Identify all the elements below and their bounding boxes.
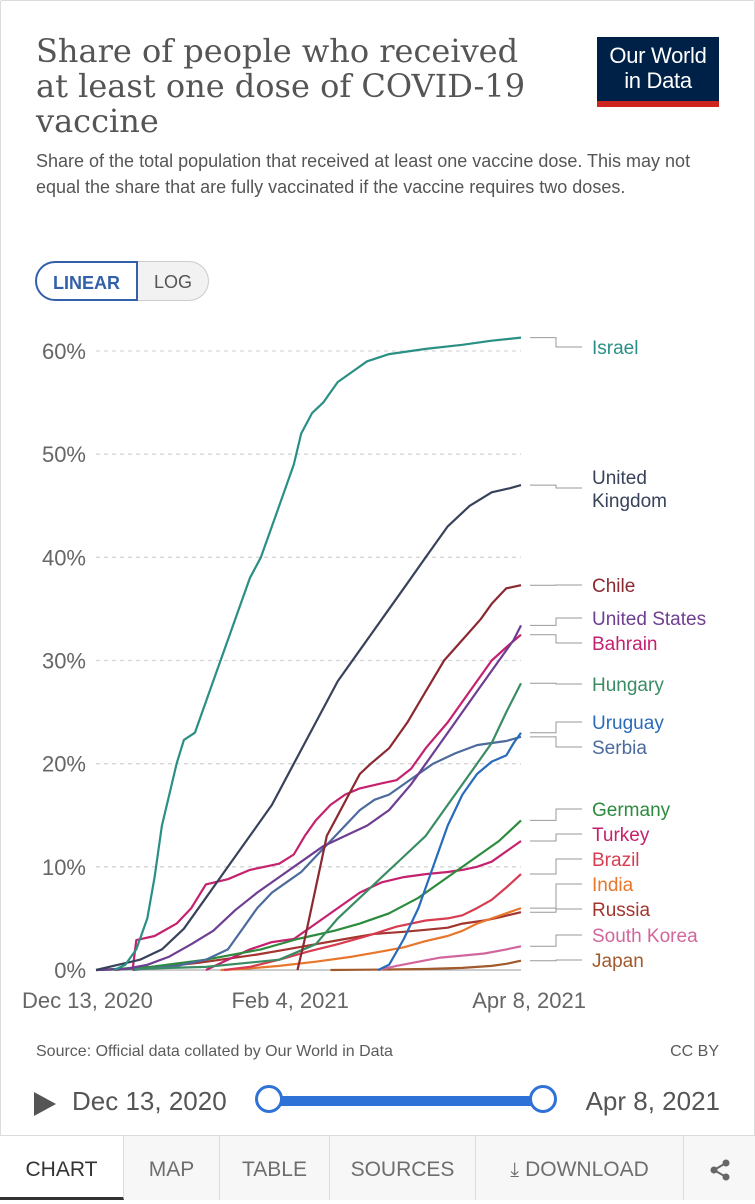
y-tick-label: 60% bbox=[42, 339, 86, 364]
label-leader bbox=[530, 683, 582, 684]
label-leader bbox=[530, 635, 582, 643]
label-leader bbox=[530, 809, 582, 820]
gridlines bbox=[96, 351, 521, 970]
y-tick-label: 10% bbox=[42, 855, 86, 880]
tab-download[interactable]: ⤓DOWNLOAD bbox=[476, 1136, 684, 1200]
label-leader bbox=[530, 737, 582, 747]
label-leader bbox=[530, 909, 582, 912]
series-label[interactable]: Israel bbox=[592, 338, 638, 359]
label-leader bbox=[530, 618, 582, 625]
label-leader bbox=[530, 338, 582, 347]
label-leader bbox=[530, 884, 582, 908]
timeline-end-date: Apr 8, 2021 bbox=[586, 1086, 720, 1117]
series-line-south-korea[interactable] bbox=[378, 946, 521, 970]
series-label[interactable]: Hungary bbox=[592, 675, 664, 696]
series-label[interactable]: Serbia bbox=[592, 738, 647, 759]
y-tick-label: 40% bbox=[42, 545, 86, 570]
series-lines bbox=[96, 338, 521, 970]
y-tick-label: 0% bbox=[54, 958, 86, 983]
series-label[interactable]: Japan bbox=[592, 951, 644, 972]
series-label[interactable]: Bahrain bbox=[592, 634, 658, 655]
series-label[interactable]: Brazil bbox=[592, 850, 640, 871]
label-leader bbox=[530, 960, 582, 961]
timeline-track[interactable] bbox=[268, 1096, 544, 1106]
log-scale-button[interactable]: LOG bbox=[138, 261, 209, 301]
series-line-serbia[interactable] bbox=[133, 737, 521, 970]
label-leader bbox=[530, 722, 582, 733]
tab-map[interactable]: MAP bbox=[124, 1136, 220, 1200]
share-icon bbox=[709, 1159, 731, 1181]
label-leader bbox=[530, 834, 582, 841]
source-note: Source: Official data collated by Our Wo… bbox=[36, 1043, 393, 1061]
download-icon: ⤓ bbox=[510, 1136, 519, 1204]
tab-sources[interactable]: SOURCES bbox=[330, 1136, 476, 1200]
series-label[interactable]: South Korea bbox=[592, 926, 698, 947]
series-label[interactable]: India bbox=[592, 875, 634, 896]
download-label: DOWNLOAD bbox=[525, 1158, 649, 1181]
y-axis-ticks: 0% 10% 20% 30% 40% 50% 60% bbox=[42, 339, 86, 983]
series-label[interactable]: United States bbox=[592, 609, 706, 630]
chart-title: Share of people who received at least on… bbox=[36, 34, 556, 139]
logo-line-1: Our World bbox=[597, 43, 719, 68]
y-tick-label: 30% bbox=[42, 649, 86, 674]
y-tick-label: 20% bbox=[42, 752, 86, 777]
timeline-start-date: Dec 13, 2020 bbox=[72, 1086, 227, 1117]
series-label[interactable]: Uruguay bbox=[592, 713, 664, 734]
tab-chart[interactable]: CHART bbox=[0, 1136, 124, 1200]
timeline-start-handle[interactable] bbox=[255, 1085, 283, 1113]
x-tick-label: Feb 4, 2021 bbox=[231, 988, 348, 1013]
share-button[interactable] bbox=[684, 1136, 755, 1200]
series-line-japan[interactable] bbox=[331, 961, 522, 970]
x-tick-label: Dec 13, 2020 bbox=[22, 988, 153, 1013]
series-label[interactable]: Turkey bbox=[592, 825, 650, 846]
chart-subtitle: Share of the total population that recei… bbox=[36, 148, 696, 200]
owid-logo[interactable]: Our World in Data bbox=[597, 37, 719, 107]
logo-line-2: in Data bbox=[597, 68, 719, 93]
series-label[interactable]: Chile bbox=[592, 576, 635, 597]
series-label[interactable]: Germany bbox=[592, 800, 671, 821]
linear-scale-button[interactable]: LINEAR bbox=[35, 261, 138, 301]
line-chart: 0% 10% 20% 30% 40% 50% 60% Dec 13, 2020 Feb 4, … bbox=[0, 320, 755, 1020]
label-leader bbox=[530, 485, 582, 488]
series-label[interactable]: Russia bbox=[592, 900, 651, 921]
label-leader bbox=[530, 935, 582, 946]
x-tick-label: Apr 8, 2021 bbox=[472, 988, 586, 1013]
series-line-hungary[interactable] bbox=[96, 683, 521, 970]
x-axis-ticks: Dec 13, 2020 Feb 4, 2021 Apr 8, 2021 bbox=[22, 988, 586, 1013]
license-link[interactable]: CC BY bbox=[670, 1043, 719, 1061]
tab-bar: CHART MAP TABLE SOURCES ⤓DOWNLOAD bbox=[0, 1135, 755, 1201]
tab-table[interactable]: TABLE bbox=[220, 1136, 330, 1200]
label-leader bbox=[530, 859, 582, 874]
scale-toggle: LINEAR LOG bbox=[35, 261, 209, 301]
timeline: Dec 13, 2020 Apr 8, 2021 bbox=[30, 1080, 730, 1126]
timeline-end-handle[interactable] bbox=[529, 1085, 557, 1113]
play-icon[interactable] bbox=[34, 1092, 56, 1116]
y-tick-label: 50% bbox=[42, 442, 86, 467]
